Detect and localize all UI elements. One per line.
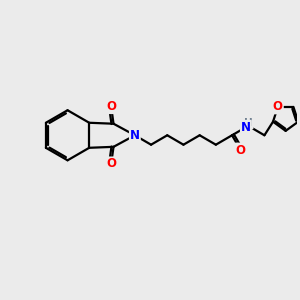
Text: O: O <box>273 100 283 113</box>
Text: N: N <box>130 129 140 142</box>
Text: N: N <box>241 121 251 134</box>
Text: H: H <box>244 118 253 128</box>
Text: O: O <box>106 100 116 113</box>
Text: O: O <box>106 158 116 170</box>
Text: O: O <box>236 143 246 157</box>
